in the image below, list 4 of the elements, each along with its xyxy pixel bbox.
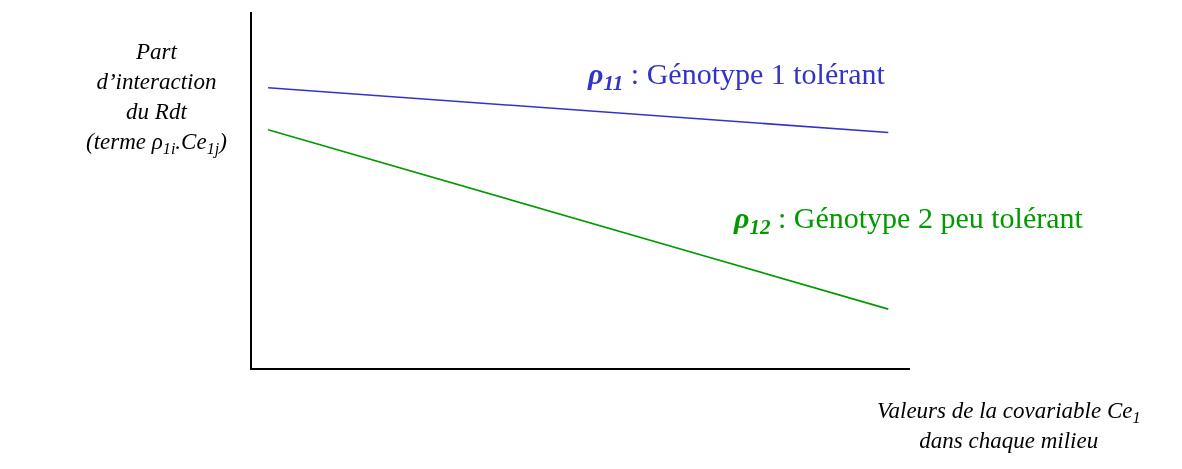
- series-label: ρ$_{12}$ : Génotype 2 peu tolérant: [733, 201, 1084, 240]
- text: Valeurs de la covariable Ce$_{1}$ dans chaque milieu: [877, 398, 1141, 453]
- series-label: ρ$_{11}$ : Génotype 1 tolérant: [587, 57, 886, 96]
- y-axis-title: Part d’interaction du Rdt (terme ρ$_{1i}$.Ce$_{1j}$): [86, 39, 227, 158]
